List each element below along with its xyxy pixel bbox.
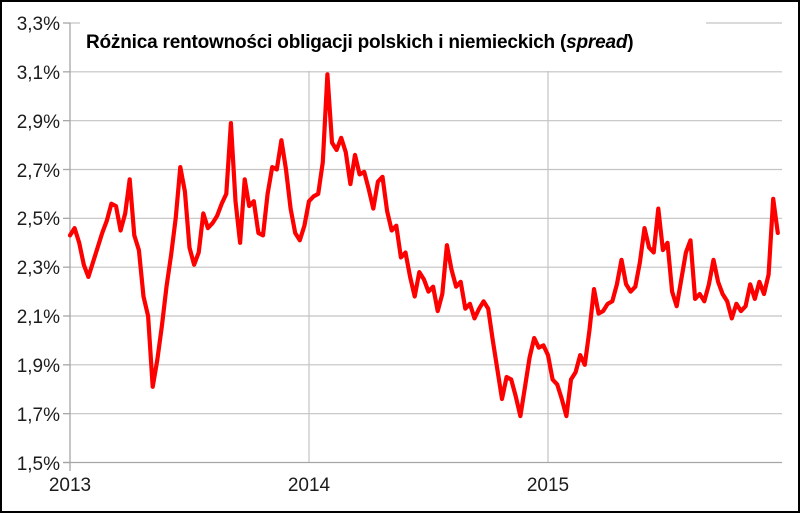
x-axis-tick-label: 2015: [526, 475, 570, 496]
spread-data-line: [67, 72, 780, 419]
y-axis-tick-label: 3,1%: [16, 62, 60, 84]
title-background: [80, 13, 706, 70]
x-axis-tick-label: 2014: [287, 475, 331, 496]
chart-title-closing-paren: ): [627, 32, 634, 53]
y-axis-tick-label: 2,7%: [16, 160, 60, 182]
y-axis-tick-label: 2,9%: [16, 111, 60, 133]
chart-title-text: Różnica rentowności obligacji polskich i…: [86, 32, 567, 53]
y-axis-tick-label: 2,3%: [16, 258, 60, 280]
y-axis-tick-label: 1,5%: [16, 453, 60, 475]
y-axis-tick-label: 2,5%: [16, 209, 60, 231]
y-axis-tick-label: 1,9%: [16, 355, 60, 377]
chart-title: Różnica rentowności obligacji polskich i…: [86, 32, 634, 54]
x-axis-tick-label: 2013: [48, 475, 92, 496]
y-axis-tick-label: 3,3%: [16, 14, 60, 35]
y-axis-tick-label: 2,1%: [16, 307, 60, 328]
y-axis-tick-label: 1,7%: [16, 404, 60, 426]
chart-title-italic-word: spread: [566, 32, 628, 53]
